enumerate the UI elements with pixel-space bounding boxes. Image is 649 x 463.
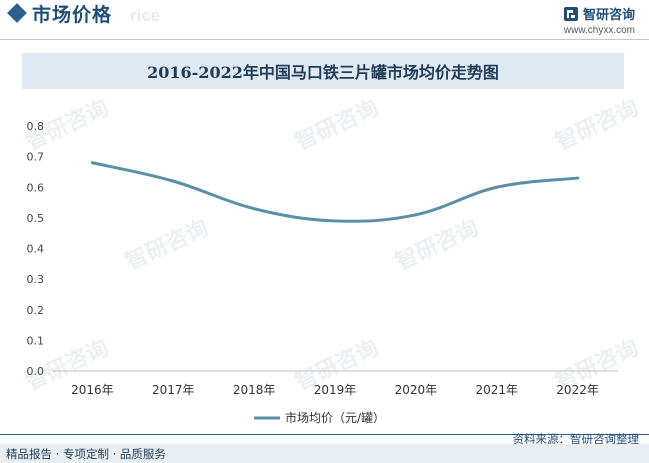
header-ghost-text: rice [130, 6, 161, 25]
brand-name: 智研咨询 [582, 8, 635, 23]
y-tick-label: 0.8 [27, 120, 45, 133]
brand-url: www.chyxx.com [563, 25, 635, 36]
series-line [90, 161, 580, 223]
data-point [90, 161, 94, 165]
data-point [333, 219, 337, 223]
watermark-text: 智研咨询 [122, 215, 213, 276]
watermark-text: 智研咨询 [392, 215, 483, 276]
x-tick-label: 2017年 [152, 383, 195, 397]
watermark-text: 智研咨询 [552, 95, 643, 156]
y-tick-label: 0.5 [27, 212, 45, 225]
x-tick-label: 2018年 [233, 383, 276, 397]
data-point [414, 213, 418, 217]
x-tick-label: 2021年 [475, 383, 518, 397]
legend: 市场均价（元/罐） [254, 410, 385, 425]
footer-divider [0, 434, 649, 435]
brand-logo-icon [563, 6, 578, 21]
y-tick-label: 0.4 [27, 243, 45, 256]
footer-services: 精品报告 · 专项定制 · 品质服务 [6, 447, 166, 461]
y-tick-label: 0.6 [27, 181, 45, 194]
data-point [252, 207, 256, 211]
y-tick-label: 0.1 [27, 334, 45, 347]
brand: 智研咨询 www.chyxx.com [563, 4, 635, 36]
y-tick-label: 0.0 [27, 365, 45, 378]
y-axis: 0.0 0.1 0.2 0.3 0.4 0.5 0.6 0.7 0.8 [27, 120, 45, 378]
source-note: 资料来源：智研咨询整理 [512, 432, 640, 446]
x-axis: 2016年 2017年 2018年 2019年 2020年 2021年 2022年 [71, 383, 599, 397]
y-tick-label: 0.7 [27, 151, 45, 164]
chart-title: 2016-2022年中国马口铁三片罐市场均价走势图 [147, 63, 499, 82]
x-tick-label: 2020年 [395, 383, 438, 397]
header: 市场价格 rice 智研咨询 www.chyxx.com [0, 0, 649, 42]
x-tick-label: 2019年 [314, 383, 357, 397]
section-title: 市场价格 [32, 4, 113, 26]
y-tick-label: 0.2 [27, 304, 45, 317]
legend-label: 市场均价（元/罐） [285, 410, 385, 425]
data-point [495, 185, 499, 189]
header-divider [0, 39, 649, 40]
data-point [171, 179, 175, 183]
x-tick-label: 2022年 [556, 383, 599, 397]
chart-title-band: 2016-2022年中国马口铁三片罐市场均价走势图 [22, 53, 624, 89]
footer-strip [0, 444, 649, 463]
y-tick-label: 0.3 [27, 273, 45, 286]
data-point [576, 176, 580, 180]
watermark-text: 智研咨询 [292, 95, 383, 156]
series-layer [90, 161, 580, 223]
x-tick-label: 2016年 [71, 383, 114, 397]
